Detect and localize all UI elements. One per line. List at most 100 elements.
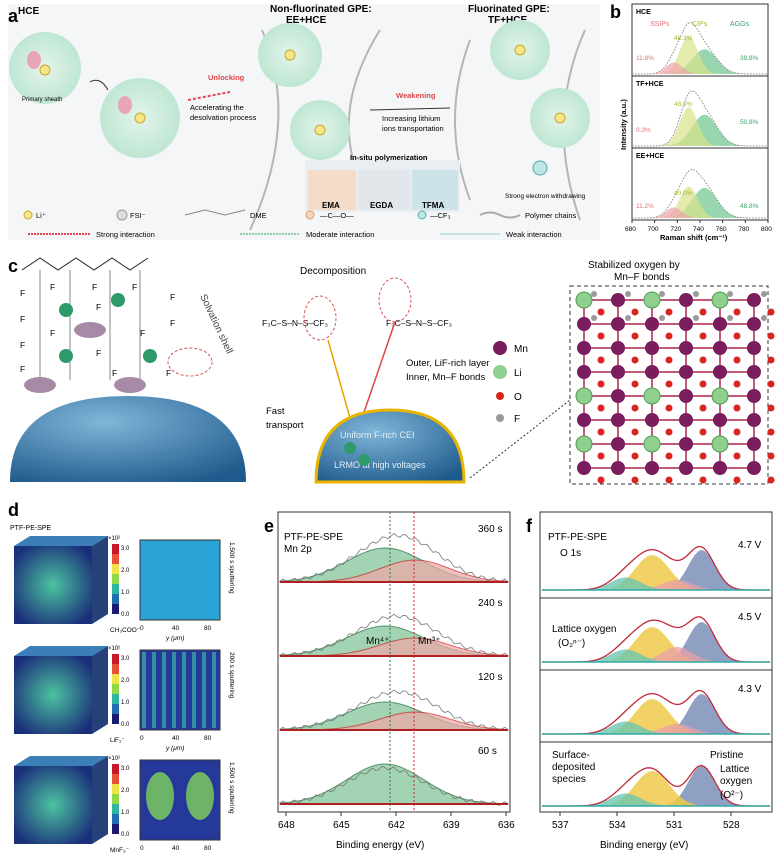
fluorine-atom-label: F — [20, 314, 25, 324]
time-label-1: 360 s — [478, 524, 502, 535]
tfsi-molecule-2: F₃C–S–N–S–CF₃ — [386, 318, 452, 328]
o-atom — [598, 453, 605, 460]
colorbar-scale1: ×10² — [108, 536, 120, 542]
f-atom — [625, 315, 631, 321]
o-atom — [666, 333, 673, 340]
colorbar-segment — [112, 794, 119, 804]
strong-withdrawing-label: Strong electron withdrawing — [505, 193, 586, 200]
panel-d-letter: d — [8, 500, 19, 520]
surface-label-3: species — [552, 774, 586, 785]
colorbar-tick: 1.0 — [121, 590, 130, 596]
li-ion-icon-5 — [515, 45, 525, 55]
uniform-cei-label: Uniform F-rich CEI — [340, 430, 415, 440]
tof-cube-2 — [14, 656, 92, 734]
lif-stripe — [162, 652, 166, 728]
monomer-ema: EMA — [322, 201, 340, 210]
ee-agg: 48.8% — [740, 203, 759, 210]
o-atom — [768, 309, 775, 316]
colorbar-scale2: ×10² — [108, 646, 120, 652]
panel-a: a a HCE Non-fluorinated GPE: EE+HCE Fluo… — [8, 2, 600, 240]
tof-cube-3 — [14, 766, 92, 844]
o-atom — [768, 477, 775, 484]
fluorine-atom-label: F — [140, 328, 145, 338]
colorbar-segment — [112, 564, 119, 574]
increasing-2: ions transportation — [382, 124, 444, 133]
accelerating-1: Accelerating the — [190, 103, 244, 112]
o-atom — [598, 381, 605, 388]
o-atom — [666, 309, 673, 316]
mn-atom — [645, 365, 659, 379]
mn-atom — [713, 365, 727, 379]
y-tick-label: 0 — [140, 625, 144, 632]
o-atom — [666, 405, 673, 412]
legend-dme: DME — [250, 211, 267, 220]
o-atom — [666, 429, 673, 436]
o-atom — [734, 381, 741, 388]
panel-b-frame — [632, 4, 768, 220]
y-tick-label: 40 — [172, 845, 180, 852]
mnf-blob-1 — [146, 772, 174, 820]
lrmo-sphere-left — [10, 396, 246, 482]
colorbar-tick: 1.0 — [121, 810, 130, 816]
zoom-line — [470, 400, 570, 478]
mn-atom — [645, 461, 659, 475]
mn-atom — [611, 365, 625, 379]
title-hce: HCE — [18, 6, 39, 17]
li-atom — [712, 436, 728, 452]
o-atom — [598, 477, 605, 484]
o-atom — [700, 309, 707, 316]
panel-d-title: PTF-PE-SPE — [10, 525, 52, 532]
mn-atom — [679, 461, 693, 475]
legend-fsi-icon — [117, 210, 127, 220]
cube-side — [92, 536, 108, 624]
panel-e-title: PTF-PE-SPE — [284, 532, 343, 543]
raman-tf-label: TF+HCE — [636, 81, 664, 88]
y-tick-label: 0 — [140, 735, 144, 742]
o-atom — [632, 453, 639, 460]
fsi-anion-icon — [27, 51, 41, 69]
o-atom — [700, 429, 707, 436]
voltage-label-3: 4.3 V — [738, 684, 762, 695]
tfsi-molecule-1: F₃C–S–N–S–CF₃ — [262, 318, 328, 328]
legend-cip: CIPs — [692, 21, 708, 28]
raman-tick-label: 740 — [693, 226, 704, 233]
voltage-label-2: 4.5 V — [738, 612, 762, 623]
panel-b-letter: b — [610, 2, 621, 22]
solvation-shell-label: Solvation shell — [197, 293, 234, 356]
lattice-b-label-2: oxygen — [720, 776, 752, 787]
legend-moderate: Moderate interaction — [306, 230, 374, 239]
li-transport-2 — [358, 454, 370, 466]
time-label-2: 240 s — [478, 598, 502, 609]
panel-b: b HCE SSIPs CIPs AGGs 48.3% 11.8% 39.8% … — [610, 2, 772, 242]
fluorine-atom-label: F — [166, 368, 171, 378]
y-tick-label: 80 — [204, 735, 212, 742]
fluorine-atom-label: F — [50, 282, 55, 292]
raman-hce-label: HCE — [636, 9, 651, 16]
li-ion-icon-6 — [555, 113, 565, 123]
colorbar-segment — [112, 684, 119, 694]
fluorine-atom-label: F — [20, 340, 25, 350]
o-atom — [734, 309, 741, 316]
lattice-b-label-1: Lattice — [720, 764, 750, 775]
colorbar-segment — [112, 594, 119, 604]
f-atom — [761, 315, 767, 321]
mn-atom — [645, 413, 659, 427]
mn-legend: Mn — [514, 344, 528, 355]
mn-atom — [679, 437, 693, 451]
accelerating-2: desolvation process — [190, 113, 257, 122]
colorbar-segment — [112, 654, 119, 664]
mn-atom — [679, 341, 693, 355]
li-atom — [644, 292, 660, 308]
mn-atom — [577, 461, 591, 475]
mn-atom — [611, 389, 625, 403]
panel-f-subtitle: O 1s — [560, 548, 581, 559]
colorbar-segment — [112, 584, 119, 594]
hce-agg: 39.8% — [740, 55, 759, 62]
colorbar-segment — [112, 714, 119, 724]
panel-f-letter: f — [526, 516, 533, 536]
colorbar-tick: 1.0 — [121, 700, 130, 706]
colorbar-segment — [112, 784, 119, 794]
